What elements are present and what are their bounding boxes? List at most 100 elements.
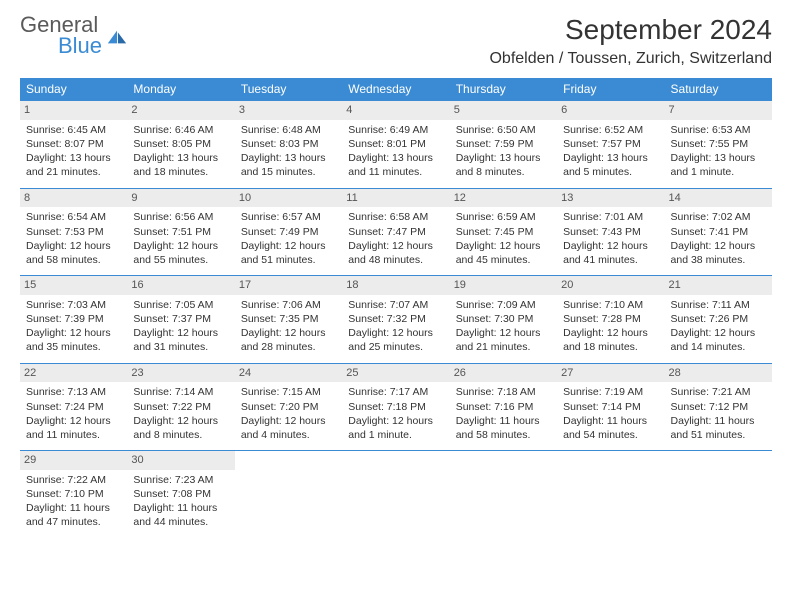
day-cell: 24Sunrise: 7:15 AMSunset: 7:20 PMDayligh… xyxy=(235,363,342,451)
sunset-line: Sunset: 7:35 PM xyxy=(241,312,336,326)
sunrise-line: Sunrise: 7:23 AM xyxy=(133,473,228,487)
daylight-line: Daylight: 12 hours and 58 minutes. xyxy=(26,239,121,267)
sunset-line: Sunset: 7:30 PM xyxy=(456,312,551,326)
day-cell: 5Sunrise: 6:50 AMSunset: 7:59 PMDaylight… xyxy=(450,101,557,189)
sunset-line: Sunset: 7:37 PM xyxy=(133,312,228,326)
sunrise-line: Sunrise: 7:17 AM xyxy=(348,385,443,399)
day-cell: 1 Sunrise: 6:45 AMSunset: 8:07 PMDaylight… xyxy=(20,101,127,189)
sunset-line: Sunset: 7:28 PM xyxy=(563,312,658,326)
daylight-line: Daylight: 12 hours and 18 minutes. xyxy=(563,326,658,354)
sunset-line: Sunset: 7:47 PM xyxy=(348,225,443,239)
day-cell: 22 Sunrise: 7:13 AMSunset: 7:24 PMDayligh… xyxy=(20,363,127,451)
day-cell: 30Sunrise: 7:23 AMSunset: 7:08 PMDayligh… xyxy=(127,451,234,538)
day-cell: 19Sunrise: 7:09 AMSunset: 7:30 PMDayligh… xyxy=(450,276,557,364)
empty-cell xyxy=(557,451,664,538)
sunrise-line: Sunrise: 6:58 AM xyxy=(348,210,443,224)
sunrise-line: Sunrise: 6:46 AM xyxy=(133,123,228,137)
weekday-header: Wednesday xyxy=(342,78,449,101)
day-cell: 12Sunrise: 6:59 AMSunset: 7:45 PMDayligh… xyxy=(450,188,557,276)
calendar-table: SundayMondayTuesdayWednesdayThursdayFrid… xyxy=(20,78,772,538)
sunrise-line: Sunrise: 6:45 AM xyxy=(26,123,121,137)
sunrise-line: Sunrise: 7:09 AM xyxy=(456,298,551,312)
day-number: 26 xyxy=(450,364,557,383)
sunset-line: Sunset: 7:57 PM xyxy=(563,137,658,151)
sunset-line: Sunset: 7:53 PM xyxy=(26,225,121,239)
day-number: 5 xyxy=(450,101,557,120)
daylight-line: Daylight: 12 hours and 41 minutes. xyxy=(563,239,658,267)
sunrise-line: Sunrise: 7:01 AM xyxy=(563,210,658,224)
sunset-line: Sunset: 7:18 PM xyxy=(348,400,443,414)
day-number: 29 xyxy=(20,451,127,470)
sunrise-line: Sunrise: 7:13 AM xyxy=(26,385,121,399)
daylight-line: Daylight: 11 hours and 51 minutes. xyxy=(671,414,766,442)
logo-word-blue: Blue xyxy=(58,35,102,57)
day-cell: 28Sunrise: 7:21 AMSunset: 7:12 PMDayligh… xyxy=(665,363,772,451)
sunset-line: Sunset: 8:01 PM xyxy=(348,137,443,151)
page-title: September 2024 xyxy=(489,14,772,46)
day-cell: 2Sunrise: 6:46 AMSunset: 8:05 PMDaylight… xyxy=(127,101,234,189)
sunset-line: Sunset: 7:43 PM xyxy=(563,225,658,239)
sunset-line: Sunset: 7:45 PM xyxy=(456,225,551,239)
sunrise-line: Sunrise: 7:05 AM xyxy=(133,298,228,312)
day-cell: 9Sunrise: 6:56 AMSunset: 7:51 PMDaylight… xyxy=(127,188,234,276)
sunset-line: Sunset: 8:03 PM xyxy=(241,137,336,151)
sunset-line: Sunset: 7:16 PM xyxy=(456,400,551,414)
sunrise-line: Sunrise: 6:48 AM xyxy=(241,123,336,137)
daylight-line: Daylight: 12 hours and 4 minutes. xyxy=(241,414,336,442)
sunrise-line: Sunrise: 7:22 AM xyxy=(26,473,121,487)
sunset-line: Sunset: 7:51 PM xyxy=(133,225,228,239)
sunrise-line: Sunrise: 7:19 AM xyxy=(563,385,658,399)
sunrise-line: Sunrise: 6:50 AM xyxy=(456,123,551,137)
sunset-line: Sunset: 7:12 PM xyxy=(671,400,766,414)
daylight-line: Daylight: 13 hours and 8 minutes. xyxy=(456,151,551,179)
day-cell: 25Sunrise: 7:17 AMSunset: 7:18 PMDayligh… xyxy=(342,363,449,451)
day-number: 2 xyxy=(127,101,234,120)
daylight-line: Daylight: 13 hours and 18 minutes. xyxy=(133,151,228,179)
weekday-header: Tuesday xyxy=(235,78,342,101)
day-cell: 7Sunrise: 6:53 AMSunset: 7:55 PMDaylight… xyxy=(665,101,772,189)
calendar-row: 29 Sunrise: 7:22 AMSunset: 7:10 PM Dayligh… xyxy=(20,451,772,538)
day-cell: 3Sunrise: 6:48 AMSunset: 8:03 PMDaylight… xyxy=(235,101,342,189)
title-block: September 2024 Obfelden / Toussen, Zuric… xyxy=(489,14,772,68)
day-number: 1 xyxy=(20,101,127,120)
sunset-line: Sunset: 7:24 PM xyxy=(26,400,121,414)
day-number: 22 xyxy=(20,364,127,383)
sunrise-line: Sunrise: 7:07 AM xyxy=(348,298,443,312)
daylight-line: Daylight: 12 hours and 21 minutes. xyxy=(456,326,551,354)
sunrise-line: Sunrise: 7:11 AM xyxy=(671,298,766,312)
day-number: 15 xyxy=(20,276,127,295)
calendar-row: 1Sunrise: 6:45 AMSunset: 8:07 PMDaylight… xyxy=(20,101,772,189)
day-cell: 14Sunrise: 7:02 AMSunset: 7:41 PMDayligh… xyxy=(665,188,772,276)
daylight-line: Daylight: 11 hours and 54 minutes. xyxy=(563,414,658,442)
sunset-line: Sunset: 7:10 PM xyxy=(26,487,121,501)
day-number: 13 xyxy=(557,189,664,208)
day-number: 10 xyxy=(235,189,342,208)
daylight-line: Daylight: 11 hours and 44 minutes. xyxy=(133,501,228,529)
sunset-line: Sunset: 7:22 PM xyxy=(133,400,228,414)
day-cell: 29Sunrise: 7:22 AMSunset: 7:10 PMDayligh… xyxy=(20,451,127,538)
day-number: 20 xyxy=(557,276,664,295)
day-number: 7 xyxy=(665,101,772,120)
sunset-line: Sunset: 7:20 PM xyxy=(241,400,336,414)
sunset-line: Sunset: 8:07 PM xyxy=(26,137,121,151)
sunrise-line: Sunrise: 7:02 AM xyxy=(671,210,766,224)
sunrise-line: Sunrise: 7:06 AM xyxy=(241,298,336,312)
sunrise-line: Sunrise: 6:49 AM xyxy=(348,123,443,137)
logo-text-block: General Blue xyxy=(20,14,102,57)
sunrise-line: Sunrise: 7:15 AM xyxy=(241,385,336,399)
daylight-line: Daylight: 12 hours and 25 minutes. xyxy=(348,326,443,354)
sunrise-line: Sunrise: 6:53 AM xyxy=(671,123,766,137)
day-number: 30 xyxy=(127,451,234,470)
day-number: 3 xyxy=(235,101,342,120)
day-cell: 26Sunrise: 7:18 AMSunset: 7:16 PMDayligh… xyxy=(450,363,557,451)
sunrise-line: Sunrise: 7:21 AM xyxy=(671,385,766,399)
day-number: 27 xyxy=(557,364,664,383)
day-number: 11 xyxy=(342,189,449,208)
sunrise-line: Sunrise: 7:10 AM xyxy=(563,298,658,312)
daylight-line: Daylight: 13 hours and 21 minutes. xyxy=(26,151,121,179)
calendar-row: 15Sunrise: 7:03 AMSunset: 7:39 PMDayligh… xyxy=(20,276,772,364)
location-label: Obfelden / Toussen, Zurich, Switzerland xyxy=(489,50,772,68)
daylight-line: Daylight: 12 hours and 11 minutes. xyxy=(26,414,121,442)
empty-cell xyxy=(450,451,557,538)
day-cell: 27Sunrise: 7:19 AMSunset: 7:14 PMDayligh… xyxy=(557,363,664,451)
